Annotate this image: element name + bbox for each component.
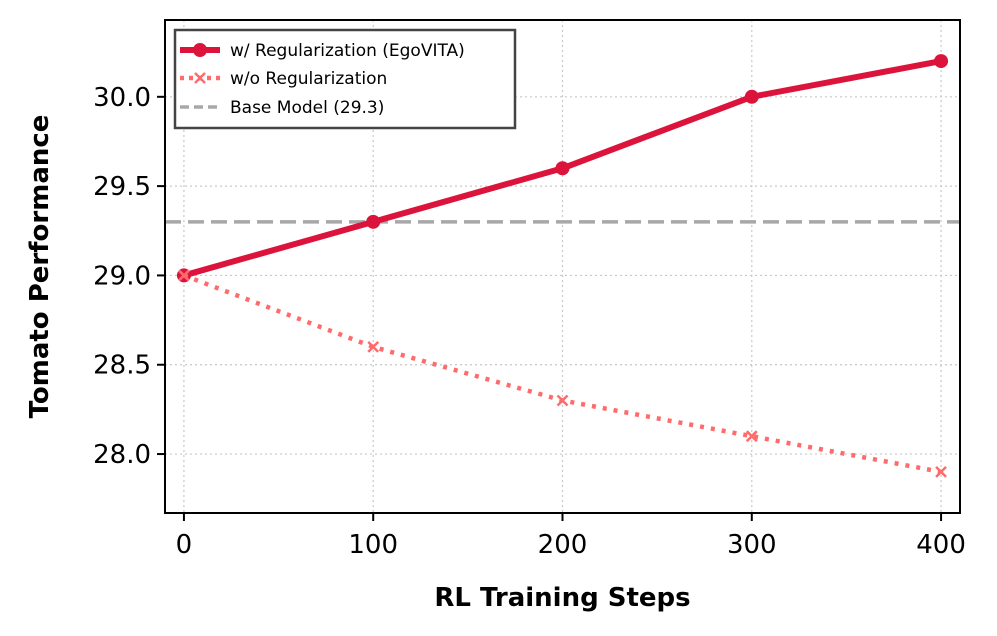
y-tick-label-1: 28.5 — [93, 351, 151, 381]
x-tick-label-4: 400 — [916, 530, 966, 560]
point-x-stroke-b — [178, 269, 190, 282]
point-x-stroke-b — [745, 430, 758, 443]
x-tick-label-1: 100 — [348, 530, 398, 560]
point-unregularized-4 — [935, 466, 947, 478]
y-axis-title: Tomato Performance — [25, 115, 55, 419]
point-regularized-3 — [744, 89, 759, 104]
series-unregularized — [178, 269, 947, 478]
x-tick-label-2: 200 — [538, 530, 588, 560]
point-regularized-4 — [934, 54, 949, 69]
point-regularized-2 — [555, 161, 570, 176]
x-tick-label-0: 0 — [176, 530, 193, 560]
point-unregularized-0 — [178, 269, 190, 282]
legend-label-unregularized: w/o Regularization — [230, 69, 387, 89]
grid — [165, 20, 960, 513]
y-tick-label-0: 28.0 — [93, 440, 151, 470]
point-unregularized-1 — [367, 340, 380, 353]
series-line-unregularized — [183, 273, 942, 475]
x-axis-title: RL Training Steps — [434, 583, 690, 613]
point-x-stroke-b — [367, 340, 380, 353]
legend-swatch-unregularized-marker-b — [194, 72, 206, 84]
series — [176, 54, 949, 478]
axis-ticks: 0 100 200 300 400 28.0 28.5 29.0 29.5 30.0 — [93, 83, 966, 560]
legend-label-regularized: w/ Regularization (EgoVITA) — [230, 41, 465, 61]
y-tick-label-4: 30.0 — [93, 83, 151, 113]
point-unregularized-2 — [556, 394, 569, 407]
legend-label-base-model: Base Model (29.3) — [230, 98, 384, 118]
x-tick-label-3: 300 — [727, 530, 777, 560]
point-x-stroke-b — [935, 466, 947, 478]
legend-swatches — [180, 43, 220, 109]
legend: w/ Regularization (EgoVITA) w/o Regulari… — [173, 28, 517, 130]
y-tick-label-2: 29.0 — [93, 261, 151, 291]
legend-swatch-regularized-marker — [193, 43, 207, 57]
point-x-stroke-b — [556, 394, 569, 407]
legend-box — [173, 28, 517, 130]
point-unregularized-3 — [745, 430, 758, 443]
point-regularized-1 — [366, 214, 381, 229]
y-tick-label-3: 29.5 — [93, 172, 151, 202]
